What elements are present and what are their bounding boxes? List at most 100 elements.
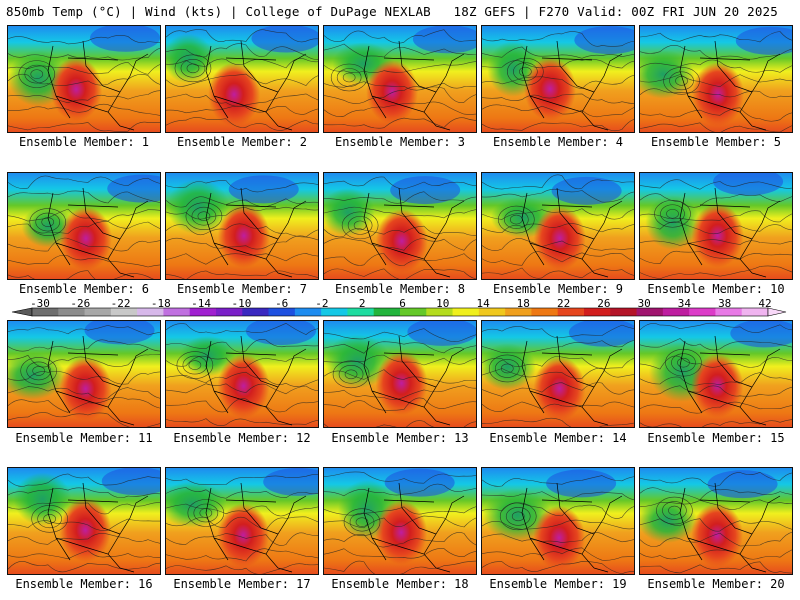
coastline-borders <box>521 187 623 278</box>
isotherm-contour <box>8 324 160 336</box>
heat-dome <box>59 498 112 563</box>
ensemble-member-label: Ensemble Member: 14 <box>489 431 627 445</box>
colorbar-min-arrow <box>11 307 33 317</box>
closed-low-contour <box>37 509 62 529</box>
closed-low-contour <box>500 363 514 374</box>
cold-air-mass <box>412 26 476 54</box>
isotherm-contour <box>482 475 634 487</box>
cold-air-mass <box>263 468 318 496</box>
ensemble-member-label: Ensemble Member: 20 <box>647 577 785 591</box>
heat-dome <box>217 354 270 419</box>
map-field <box>166 468 318 574</box>
closed-low-contour <box>507 57 544 86</box>
coastline-borders <box>679 40 781 131</box>
isotherm-contour <box>166 43 318 60</box>
colorbar-swatch <box>294 308 322 316</box>
isotherm-contour <box>166 339 318 353</box>
ensemble-map-5 <box>639 25 793 133</box>
isotherm-contour <box>482 324 634 339</box>
closed-low-contour <box>519 66 532 77</box>
map-field <box>640 468 792 574</box>
closed-low-contour <box>669 71 694 91</box>
map-field <box>640 321 792 427</box>
isotherm-contour <box>166 196 318 208</box>
colorbar-swatch <box>557 308 585 316</box>
isotherm-contour <box>640 250 792 265</box>
heat-dome <box>533 505 586 570</box>
isotherm-contour <box>324 385 476 400</box>
isotherm-contour <box>324 176 476 190</box>
isotherm-contour <box>8 518 160 531</box>
heat-dome <box>691 503 744 568</box>
isotherm-contour <box>8 254 160 268</box>
closed-low-contour <box>43 514 56 524</box>
colorbar-swatch <box>137 308 164 316</box>
isotherm-contour <box>482 251 634 266</box>
cold-air-mass <box>574 26 634 55</box>
ensemble-map-13 <box>323 320 477 428</box>
isotherm-contour <box>640 122 792 132</box>
isotherm-contour <box>166 73 318 87</box>
closed-low-contour <box>191 206 217 226</box>
cold-air-mass <box>228 175 299 204</box>
heat-dome <box>208 62 261 127</box>
heat-dome <box>691 353 744 418</box>
isotherm-contour <box>166 383 318 395</box>
closed-low-contour <box>344 369 358 380</box>
cold-air-mass <box>384 468 455 497</box>
closed-low-contour <box>32 366 45 376</box>
ensemble-member-label: Ensemble Member: 5 <box>650 135 782 149</box>
isotherm-contour <box>482 46 634 59</box>
isotherm-contour <box>640 221 792 235</box>
coastline-borders <box>363 187 465 278</box>
closed-low-contour <box>677 357 690 368</box>
colorbar-swatch <box>268 308 296 316</box>
isotherm-contour <box>640 531 792 547</box>
isotherm-contour <box>482 502 634 519</box>
colorbar-swatch <box>715 308 743 316</box>
isotherm-contour <box>8 270 154 279</box>
isotherm-contour <box>324 548 476 559</box>
closed-low-contour <box>180 59 206 78</box>
ensemble-member-label: Ensemble Member: 6 <box>18 282 150 296</box>
ensemble-map-19 <box>481 467 635 575</box>
isotherm-contour <box>640 487 792 501</box>
cold-air-mass <box>546 469 617 498</box>
isotherm-contour <box>166 548 318 562</box>
closed-low-contour <box>349 512 375 532</box>
colorbar-swatch <box>400 308 427 316</box>
isotherm-contour <box>8 121 160 132</box>
cold-air-mass <box>101 468 160 496</box>
map-field <box>324 173 476 279</box>
coastline-borders <box>521 40 623 131</box>
isotherm-contour <box>324 354 476 366</box>
ensemble-member-label: Ensemble Member: 13 <box>331 431 469 445</box>
map-field <box>640 26 792 132</box>
colorbar-tick-label: -22 <box>110 297 131 310</box>
isotherm-contour <box>166 180 318 193</box>
isotherm-contour <box>8 35 160 45</box>
colorbar-swatch <box>478 308 506 316</box>
isotherm-contour <box>166 223 318 238</box>
map-field <box>640 173 792 279</box>
coastline-borders <box>679 482 781 573</box>
closed-low-contour <box>499 502 537 531</box>
heat-dome <box>375 500 428 565</box>
colorbar-tick-label: 22 <box>556 297 571 310</box>
isotherm-contour <box>482 208 634 220</box>
ensemble-map-3 <box>323 25 477 133</box>
ensemble-map-8 <box>323 172 477 280</box>
map-field <box>482 173 634 279</box>
closed-low-contour <box>342 72 356 83</box>
isotherm-contour <box>324 560 476 574</box>
isotherm-contour <box>482 75 634 90</box>
isotherm-contour <box>8 103 160 116</box>
ensemble-map-11 <box>7 320 161 428</box>
closed-low-contour <box>660 204 685 224</box>
cool-anomaly <box>13 472 72 526</box>
isotherm-contour <box>166 93 318 107</box>
ensemble-map-14 <box>481 320 635 428</box>
colorbar-tick-label: 6 <box>399 297 406 310</box>
map-field <box>166 321 318 427</box>
closed-low-contour <box>671 353 696 372</box>
